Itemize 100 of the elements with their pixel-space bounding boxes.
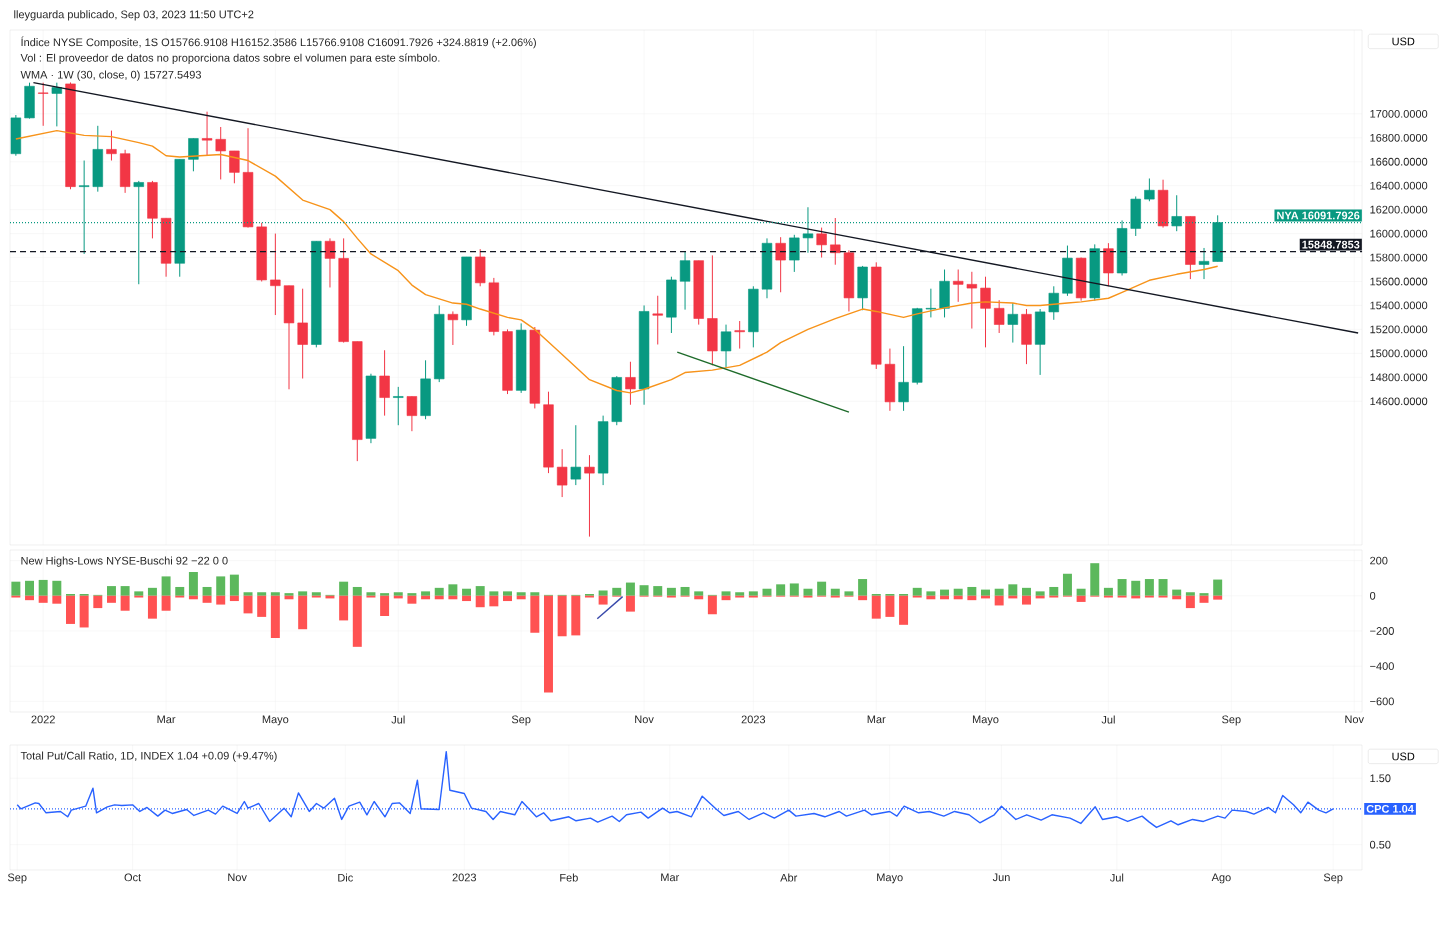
y-tick-label: 14800.0000 <box>1370 373 1428 382</box>
bar <box>1144 579 1154 596</box>
bar <box>93 595 103 609</box>
candlestick <box>925 288 937 318</box>
candlestick <box>679 251 691 311</box>
candlestick <box>297 288 308 380</box>
x-tick-label: Jul <box>1109 873 1124 882</box>
candlestick <box>625 361 636 406</box>
candlestick <box>51 82 63 127</box>
y-tick-label: 16400.0000 <box>1370 181 1428 190</box>
bar <box>38 595 48 603</box>
y-tick-label: 16200.0000 <box>1370 205 1428 214</box>
bar <box>994 595 1004 606</box>
bar <box>1185 592 1195 596</box>
bar <box>1008 584 1018 596</box>
bar <box>953 588 963 596</box>
ref-line-label: 15848.7853 <box>1302 240 1360 249</box>
bar <box>161 576 171 596</box>
x-tick-label: 2023 <box>741 715 766 724</box>
candlestick <box>775 236 786 293</box>
x-tick-label: Ago <box>1211 873 1231 884</box>
bar <box>380 595 390 617</box>
bar <box>530 595 540 633</box>
candlestick <box>229 150 240 184</box>
bar <box>1199 595 1209 603</box>
candlestick <box>570 424 581 486</box>
x-tick-label: Oct <box>124 873 142 882</box>
bar <box>120 586 130 596</box>
bar <box>298 595 308 630</box>
y-tick-label: 0 <box>1370 591 1376 600</box>
bar <box>1213 579 1223 596</box>
candlestick <box>188 138 199 172</box>
candlestick <box>324 237 336 288</box>
bar <box>352 595 362 647</box>
bar <box>106 586 116 596</box>
text: lleyguarda publicado, Sep 03, 2023 11:50 UTC+2 <box>14 10 254 21</box>
bar <box>475 586 485 596</box>
y-tick-label: 16000.0000 <box>1370 229 1428 238</box>
y-tick-label: 14600.0000 <box>1370 397 1428 406</box>
text: USD <box>1392 752 1415 761</box>
bar <box>66 595 75 624</box>
candlestick <box>980 276 991 348</box>
x-tick-label: Nov <box>228 873 247 882</box>
bar <box>503 595 512 602</box>
bar <box>11 581 21 596</box>
bar <box>967 595 977 601</box>
bar <box>544 595 553 693</box>
bar <box>1049 586 1059 596</box>
y-tick-label: 15000.0000 <box>1370 349 1428 358</box>
text: Índice NYSE Composite, 1S O15766.9108 H16152.3586 L15766.9108 C16091.7926 +324.8819 (+2.06%) <box>21 36 536 49</box>
bar <box>1076 595 1086 602</box>
y-tick-label: 16600.0000 <box>1370 157 1428 166</box>
bar <box>229 574 239 596</box>
candlestick <box>584 454 595 538</box>
x-tick-label: Abr <box>780 873 798 882</box>
x-tick-label: 2023 <box>452 873 477 882</box>
bar <box>421 591 431 596</box>
bar <box>339 595 349 621</box>
candlestick <box>993 299 1005 334</box>
bar <box>270 595 280 639</box>
y-tick-label: 16800.0000 <box>1370 133 1428 142</box>
bar <box>352 586 362 596</box>
y-tick-label: −400 <box>1370 662 1394 671</box>
bar <box>858 579 868 596</box>
bar <box>858 595 868 601</box>
x-tick-label: Sep <box>7 873 27 884</box>
bar <box>871 595 881 619</box>
candlestick <box>201 111 213 157</box>
bar <box>1131 580 1141 596</box>
bar <box>803 588 813 596</box>
y-tick-label: 17000.0000 <box>1370 109 1428 118</box>
bar <box>229 595 239 602</box>
bar <box>926 591 936 596</box>
bar <box>625 595 635 612</box>
bar <box>147 595 157 619</box>
bar <box>1158 579 1168 596</box>
bar <box>106 595 116 603</box>
candlestick <box>953 269 964 303</box>
bar <box>1103 587 1113 596</box>
bar <box>475 595 485 608</box>
y-tick-label: −200 <box>1370 627 1394 635</box>
bar <box>612 587 622 596</box>
candlestick <box>556 448 568 498</box>
x-tick-label: Sep <box>1222 715 1241 726</box>
bar <box>653 586 663 596</box>
x-tick-label: Mayo <box>262 715 289 726</box>
bar <box>707 595 717 615</box>
text: New Highs-Lows NYSE-Buschi 92 −22 0 0 <box>21 556 228 567</box>
candlestick <box>1007 302 1018 344</box>
bar <box>885 595 895 617</box>
bar <box>598 590 608 596</box>
candlestick <box>447 310 459 346</box>
bar <box>161 595 171 611</box>
candlestick <box>652 295 663 345</box>
candlestick <box>379 349 390 417</box>
x-tick-label: Jun <box>992 873 1010 882</box>
bar <box>830 588 840 596</box>
bar <box>1076 588 1086 596</box>
y-tick-label: 15600.0000 <box>1370 277 1428 286</box>
candlestick <box>406 395 418 432</box>
